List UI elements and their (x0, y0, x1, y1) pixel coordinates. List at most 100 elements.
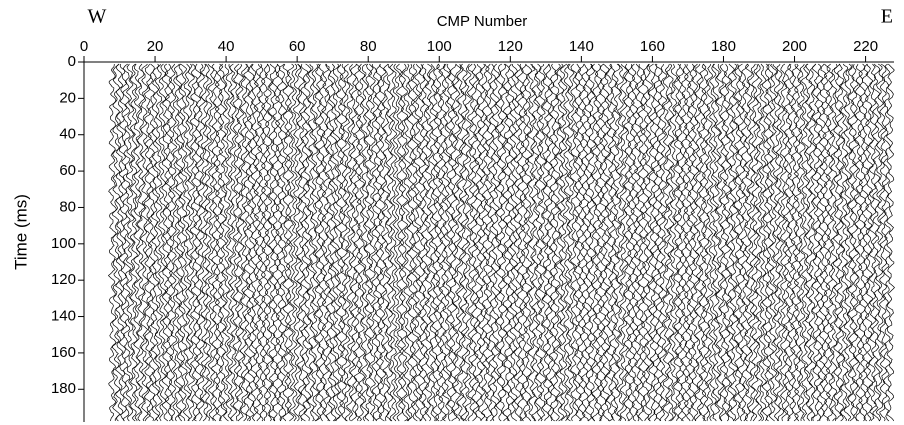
west-label: W (88, 6, 107, 28)
trace (360, 63, 369, 422)
trace (765, 63, 774, 422)
trace (818, 63, 828, 422)
trace (392, 63, 401, 422)
trace (459, 63, 469, 422)
trace (822, 63, 831, 422)
trace (580, 63, 590, 422)
trace (687, 63, 696, 422)
trace (779, 63, 789, 422)
trace (164, 63, 174, 422)
trace (264, 63, 274, 422)
trace (143, 63, 153, 422)
trace (740, 63, 750, 422)
trace (267, 63, 277, 422)
trace (236, 63, 245, 422)
trace (829, 63, 838, 422)
trace (754, 63, 764, 422)
trace (442, 63, 451, 422)
x-tick-label: 80 (360, 38, 377, 55)
trace (229, 63, 238, 422)
trace (271, 64, 281, 422)
y-tick-label: 140 (51, 308, 76, 325)
seismic-traces (107, 63, 895, 422)
x-tick-label: 160 (640, 38, 665, 55)
trace (356, 63, 366, 422)
trace (808, 63, 817, 422)
trace (775, 63, 785, 422)
trace (538, 63, 547, 422)
trace (665, 63, 675, 422)
trace (772, 63, 781, 422)
trace (289, 63, 298, 422)
trace (690, 63, 700, 422)
trace (559, 63, 568, 422)
trace (825, 63, 835, 422)
trace (243, 63, 252, 422)
trace (797, 63, 806, 422)
trace (651, 63, 660, 422)
trace (673, 63, 682, 422)
y-tick-label: 120 (51, 271, 76, 288)
trace (328, 63, 337, 422)
trace (353, 63, 362, 422)
trace (868, 63, 877, 422)
trace (491, 63, 500, 422)
trace (147, 63, 156, 422)
trace (761, 63, 771, 422)
trace (633, 63, 643, 422)
trace (193, 63, 202, 422)
trace (612, 63, 622, 422)
trace (253, 63, 263, 422)
trace (594, 63, 604, 422)
x-tick-label: 220 (853, 38, 878, 55)
trace (331, 63, 341, 422)
trace (619, 63, 629, 422)
trace (207, 63, 217, 421)
trace (591, 63, 600, 422)
trace (324, 63, 334, 422)
trace (388, 63, 398, 422)
trace (711, 63, 721, 422)
trace (431, 63, 440, 422)
trace (154, 63, 164, 422)
trace (861, 63, 870, 422)
trace (406, 63, 416, 422)
trace (786, 63, 796, 422)
trace (129, 63, 138, 422)
trace (111, 63, 121, 422)
y-tick-label: 40 (59, 126, 76, 143)
trace (161, 63, 171, 422)
x-tick-label: 140 (569, 38, 594, 55)
trace (609, 63, 618, 422)
trace (342, 63, 351, 422)
trace (857, 63, 867, 422)
trace (168, 63, 178, 422)
trace (474, 63, 483, 421)
trace (644, 63, 654, 422)
y-tick-label: 80 (59, 198, 76, 215)
trace (698, 63, 707, 422)
trace (107, 63, 117, 422)
trace (495, 63, 504, 422)
trace (385, 63, 394, 422)
y-tick-label: 160 (51, 344, 76, 361)
trace (744, 63, 753, 422)
trace (793, 63, 803, 422)
trace (296, 63, 306, 422)
x-tick-label: 180 (711, 38, 736, 55)
trace (584, 63, 593, 422)
trace (648, 63, 657, 422)
trace (488, 63, 497, 422)
trace (601, 63, 611, 422)
trace (729, 63, 739, 422)
trace (587, 64, 597, 422)
trace (676, 63, 686, 422)
trace (843, 63, 853, 422)
trace (470, 63, 480, 422)
x-tick-label: 0 (80, 38, 88, 55)
trace (381, 63, 391, 422)
trace (704, 63, 714, 422)
trace (484, 63, 494, 422)
trace (246, 63, 256, 422)
